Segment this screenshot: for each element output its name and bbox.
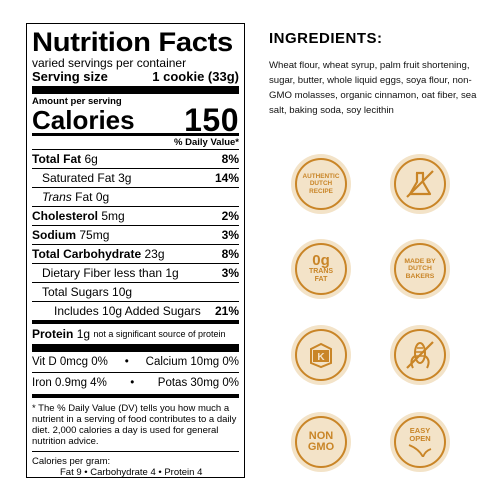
nutrient-row: Cholesterol 5mg 2% bbox=[32, 206, 239, 225]
serving-size-value: 1 cookie (33g) bbox=[152, 69, 239, 84]
svg-text:K: K bbox=[317, 352, 325, 363]
vitamin-row: Iron 0.9mg 4% • Potas 30mg 0% bbox=[32, 372, 239, 393]
nutrient-row: Total Sugars 10g bbox=[32, 282, 239, 301]
calories-label: Calories bbox=[32, 105, 135, 135]
servings-per-container: varied servings per container bbox=[32, 56, 187, 70]
peel-tab-icon bbox=[408, 444, 432, 458]
easy-open-badge: EASY OPEN bbox=[390, 412, 450, 472]
ingredients-text: Wheat flour, wheat syrup, palm fruit sho… bbox=[269, 60, 477, 116]
nutrient-row: Dietary Fiber less than 1g 3% bbox=[32, 263, 239, 282]
nutrient-row: Sodium 75mg 3% bbox=[32, 225, 239, 244]
serving-size: Serving size 1 cookie (33g) bbox=[32, 70, 239, 84]
nutrient-row: Saturated Fat 3g 14% bbox=[32, 168, 239, 187]
divider-mid bbox=[32, 394, 239, 398]
flask-icon bbox=[406, 170, 434, 198]
made-by-dutch-bakers-badge: MADE BY DUTCH BAKERS bbox=[390, 239, 450, 299]
nutrient-row: Total Fat 6g 8% bbox=[32, 149, 239, 168]
calories-row: Calories 150 bbox=[32, 102, 239, 138]
amount-per-serving: Amount per serving bbox=[32, 96, 122, 107]
divider-mid bbox=[32, 320, 239, 324]
crossed-flask-icon bbox=[390, 154, 450, 214]
crossed-corn-icon bbox=[390, 325, 450, 385]
serving-size-label: Serving size bbox=[32, 69, 108, 84]
authentic-dutch-recipe-badge: AUTHENTIC DUTCH RECIPE bbox=[291, 154, 351, 214]
calories-value: 150 bbox=[184, 102, 239, 138]
nutrient-row: Total Carbohydrate 23g 8% bbox=[32, 244, 239, 263]
kosher-k-icon: K bbox=[310, 342, 332, 369]
zero-trans-fat-badge: 0g TRANS FAT bbox=[291, 239, 351, 299]
corn-icon bbox=[406, 341, 434, 369]
ingredients-title: INGREDIENTS: bbox=[269, 30, 383, 47]
divider-thick bbox=[32, 344, 239, 352]
vitamin-row: Vit D 0mcg 0% • Calcium 10mg 0% bbox=[32, 355, 239, 368]
nutrient-row: Includes 10g Added Sugars 21% bbox=[32, 301, 239, 320]
kosher-icon: K bbox=[291, 325, 351, 385]
non-gmo-badge: NON GMO bbox=[291, 412, 351, 472]
nutrition-title: Nutrition Facts bbox=[32, 27, 233, 57]
daily-value-header: % Daily Value* bbox=[32, 133, 239, 149]
divider-thick bbox=[32, 86, 239, 94]
nutrient-row: Trans Fat 0g bbox=[32, 187, 239, 206]
calories-per-gram: Calories per gram: Fat 9 • Carbohydrate … bbox=[32, 451, 239, 478]
daily-value-footnote: * The % Daily Value (DV) tells you how m… bbox=[32, 403, 237, 447]
nutrition-facts-label: Nutrition Facts varied servings per cont… bbox=[26, 23, 245, 478]
protein-row: Protein 1g not a significant source of p… bbox=[32, 326, 226, 341]
